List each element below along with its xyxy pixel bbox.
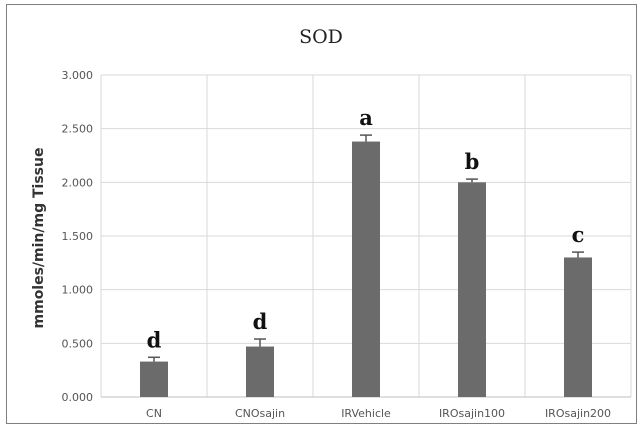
significance-letter: d xyxy=(253,309,268,334)
significance-letter: d xyxy=(147,327,162,352)
label-layer: 0.000 0.500 1.000 1.500 2.000 2.500 3.000 d CN d C… xyxy=(62,69,612,420)
chart-title: SOD xyxy=(299,26,343,48)
significance-letter: b xyxy=(465,149,480,174)
bar-irvehicle xyxy=(352,141,380,397)
x-tick-label: CNOsajin xyxy=(235,407,285,420)
y-tick-label: 2.000 xyxy=(62,176,94,189)
bar-irosajin100 xyxy=(458,182,486,397)
y-tick-label: 1.000 xyxy=(62,284,94,297)
bar-layer xyxy=(140,134,592,397)
y-tick-label: 1.500 xyxy=(62,230,94,243)
y-tick-label: 0.000 xyxy=(62,391,94,404)
chart-svg: SOD mmoles/min/mg Tissue 0.000 0.500 1.000… xyxy=(31,26,632,420)
bar-cnosajin xyxy=(246,346,274,397)
bar-irosajin200 xyxy=(564,257,592,397)
x-tick-label: IRVehicle xyxy=(341,407,391,420)
chart-frame: SOD mmoles/min/mg Tissue 0.000 0.500 1.000… xyxy=(6,4,637,424)
y-tick-label: 2.500 xyxy=(62,123,94,136)
x-tick-label: CN xyxy=(146,407,162,420)
y-tick-label: 0.500 xyxy=(62,337,94,350)
y-axis-label: mmoles/min/mg Tissue xyxy=(31,148,47,329)
y-tick-label: 3.000 xyxy=(62,69,94,82)
x-tick-label: IROsajin100 xyxy=(439,407,505,420)
significance-letter: a xyxy=(359,105,373,130)
significance-letter: c xyxy=(572,222,585,247)
x-tick-label: IROsajin200 xyxy=(545,407,611,420)
bar-cn xyxy=(140,361,168,397)
